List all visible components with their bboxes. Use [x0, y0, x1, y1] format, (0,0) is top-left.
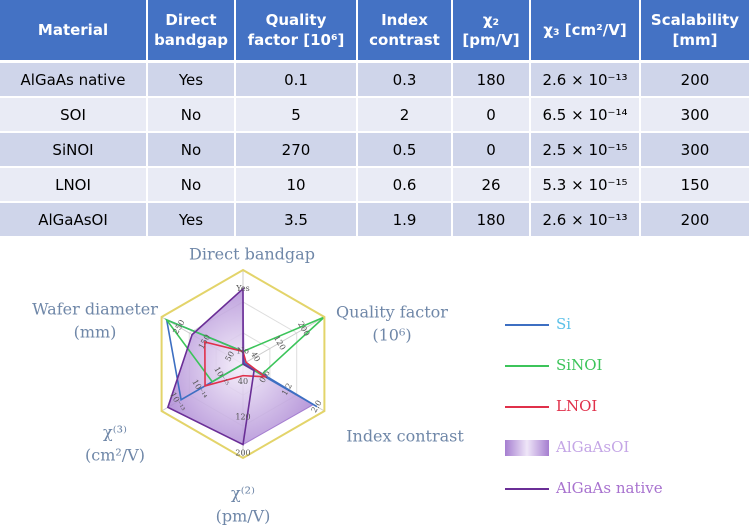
table-body: AlGaAs native Yes 0.1 0.3 180 2.6 × 10⁻¹³ 200 S… [0, 61, 750, 238]
table-cell: No [147, 167, 236, 203]
table-cell: SOI [0, 97, 148, 133]
radar-chart: NoYes401202000.61.22.04012020010⁻¹⁵10⁻¹⁴… [32, 245, 663, 526]
column-header: Scalability [mm] [640, 0, 750, 63]
axis-label: χ⁽³⁾ [103, 423, 127, 442]
table-cell: 1.9 [357, 202, 453, 238]
tick-label: No [237, 346, 249, 355]
axis-label: (cm²/V) [85, 446, 145, 465]
table-cell: 2.5 × 10⁻¹⁵ [530, 132, 641, 168]
table-cell: AlGaAsOI [0, 202, 148, 238]
table-cell: 2.6 × 10⁻¹³ [530, 61, 641, 98]
table-row: LNOI No 10 0.6 26 5.3 × 10⁻¹⁵ 150 [0, 167, 750, 203]
table-cell: 0.1 [235, 61, 358, 98]
table-cell: 180 [452, 61, 531, 98]
axis-label: (pm/V) [216, 507, 271, 526]
axis-label: Direct bandgap [189, 245, 315, 264]
table-cell: 0.5 [357, 132, 453, 168]
table-cell: 180 [452, 202, 531, 238]
table-cell: 0 [452, 97, 531, 133]
axis-label: Quality factor [336, 303, 448, 322]
tick-label: 120 [235, 413, 250, 422]
series-line [166, 287, 255, 446]
table-cell: 2 [357, 97, 453, 133]
table-cell: No [147, 97, 236, 133]
axis-label: (mm) [74, 323, 117, 342]
table-cell: 3.5 [235, 202, 358, 238]
column-header: χ₃ [cm²/V] [530, 0, 641, 63]
table-cell: 0.6 [357, 167, 453, 203]
column-header: Quality factor [10⁶] [235, 0, 358, 63]
table-row: SOI No 5 2 0 6.5 × 10⁻¹⁴ 300 [0, 97, 750, 133]
table-cell: 300 [640, 132, 750, 168]
axis-label: Wafer diameter [32, 300, 158, 319]
axis-label: Index contrast [346, 427, 464, 446]
table-row: SiNOI No 270 0.5 0 2.5 × 10⁻¹⁵ 300 [0, 132, 750, 168]
header-row: Material Direct bandgap Quality factor [10… [0, 0, 750, 63]
series-line [204, 340, 268, 387]
table-cell: 5 [235, 97, 358, 133]
table-cell: 150 [640, 167, 750, 203]
table-cell: 5.3 × 10⁻¹⁵ [530, 167, 641, 203]
comparison-table: Material Direct bandgap Quality factor [10… [0, 0, 750, 238]
legend-label: AlGaAs native [555, 479, 663, 497]
table-cell: 10 [235, 167, 358, 203]
tick-label: 40 [249, 350, 262, 363]
axis-label: χ⁽²⁾ [231, 484, 255, 503]
table-cell: Yes [147, 61, 236, 98]
legend-label: SiNOI [556, 356, 602, 374]
outer-hexagon [160, 268, 326, 460]
table-cell: 300 [640, 97, 750, 133]
legend-label: Si [556, 315, 571, 333]
table-cell: 0 [452, 132, 531, 168]
table-cell: 200 [640, 202, 750, 238]
axis-label: (10⁶) [372, 326, 411, 345]
table-cell: LNOI [0, 167, 148, 203]
column-header: Material [0, 0, 148, 63]
tick-label: Yes [235, 284, 249, 293]
table-cell: AlGaAs native [0, 61, 148, 98]
tick-label: 50 [223, 350, 236, 363]
column-header: χ₂ [pm/V] [452, 0, 531, 63]
table-cell: No [147, 132, 236, 168]
table-cell: 200 [640, 61, 750, 98]
table-cell: 270 [235, 132, 358, 168]
table-cell: 26 [452, 167, 531, 203]
column-header: Direct bandgap [147, 0, 236, 63]
table-cell: 6.5 × 10⁻¹⁴ [530, 97, 641, 133]
table-row: AlGaAsOI Yes 3.5 1.9 180 2.6 × 10⁻¹³ 200 [0, 202, 750, 238]
axis-spoke [242, 316, 325, 365]
tick-label: 120 [272, 334, 287, 352]
table-row: AlGaAs native Yes 0.1 0.3 180 2.6 × 10⁻¹³ 200 [0, 61, 750, 98]
table-cell: Yes [147, 202, 236, 238]
tick-label: 40 [238, 377, 248, 386]
table-cell: SiNOI [0, 132, 148, 168]
column-header: Index contrast [357, 0, 453, 63]
legend-swatch [505, 440, 549, 456]
legend-label: LNOI [556, 397, 597, 415]
table-cell: 0.3 [357, 61, 453, 98]
legend-label: AlGaAsOI [555, 438, 629, 456]
tick-label: 200 [235, 449, 250, 458]
table-cell: 2.6 × 10⁻¹³ [530, 202, 641, 238]
